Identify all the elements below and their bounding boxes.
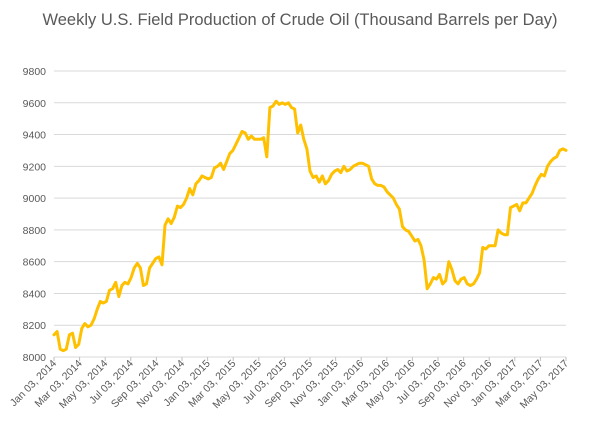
y-tick-label: 8800 — [23, 225, 47, 237]
y-tick-label: 8000 — [23, 352, 47, 364]
y-axis-ticks: 8000 8200 8400 8600 8800 9000 9200 9400 9600 9800 — [23, 66, 47, 364]
series-layer — [52, 99, 568, 353]
y-tick-label: 9600 — [23, 98, 47, 110]
y-tick-label: 8600 — [23, 257, 47, 269]
series-line — [52, 99, 568, 353]
y-tick-label: 9400 — [23, 130, 47, 142]
y-tick-label: 9200 — [23, 161, 47, 173]
gridlines — [54, 70, 566, 358]
y-tick-label: 8200 — [23, 320, 47, 332]
chart-title: Weekly U.S. Field Production of Crude Oi… — [42, 11, 558, 29]
y-tick-label: 9800 — [23, 66, 47, 78]
y-tick-label: 8400 — [23, 288, 47, 300]
y-tick-label: 9000 — [23, 193, 47, 205]
